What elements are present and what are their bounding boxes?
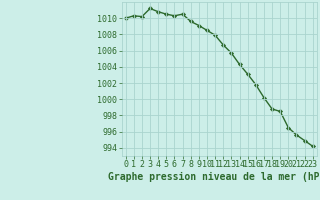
X-axis label: Graphe pression niveau de la mer (hPa): Graphe pression niveau de la mer (hPa) [108, 172, 320, 182]
